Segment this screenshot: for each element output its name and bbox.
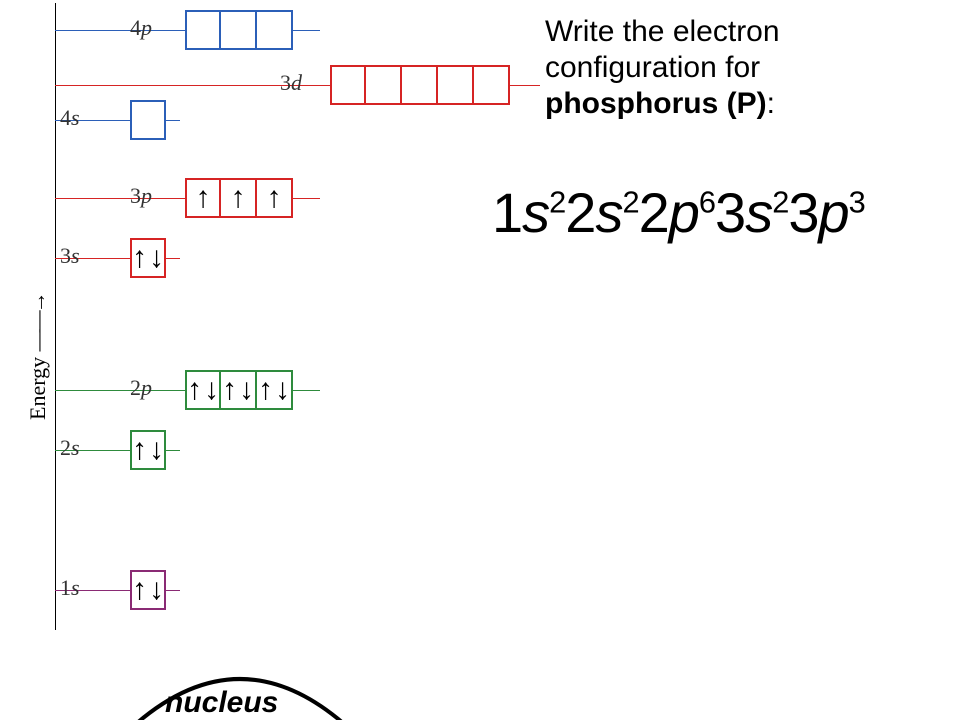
orbital-box-3d-0 — [330, 65, 366, 105]
spin-group: ↑↓ — [132, 432, 164, 468]
spin-up-icon: ↑ — [231, 183, 246, 213]
level-label-3s: 3s — [60, 243, 80, 269]
spin-group: ↑↓ — [221, 372, 255, 408]
nucleus-label: nucleus — [165, 686, 278, 720]
spin-group — [438, 67, 472, 103]
orbital-box-4p-0 — [185, 10, 221, 50]
spin-group: ↑ — [221, 180, 255, 216]
orbital-box-4p-2 — [257, 10, 293, 50]
spin-group: ↑↓ — [257, 372, 291, 408]
spin-down-icon: ↓ — [275, 375, 290, 405]
spin-up-icon: ↑ — [187, 375, 202, 405]
orbital-box-3d-2 — [402, 65, 438, 105]
spin-group — [221, 12, 255, 48]
spin-group: ↑↓ — [132, 240, 164, 276]
spin-group — [132, 102, 164, 138]
orbital-box-3p-1: ↑ — [221, 178, 257, 218]
level-label-2p: 2p — [130, 375, 152, 401]
orbital-box-3d-3 — [438, 65, 474, 105]
spin-group: ↑↓ — [187, 372, 219, 408]
spin-up-icon: ↑ — [132, 435, 147, 465]
spin-group — [474, 67, 508, 103]
spin-up-icon: ↑ — [258, 375, 273, 405]
prompt-text: Write the electronconfiguration forphosp… — [545, 14, 945, 122]
spin-up-icon: ↑ — [222, 375, 237, 405]
orbital-box-3p-2: ↑ — [257, 178, 293, 218]
spin-down-icon: ↓ — [149, 435, 164, 465]
orbital-box-4p-1 — [221, 10, 257, 50]
orbital-row-4p — [185, 10, 293, 50]
level-label-4p: 4p — [130, 15, 152, 41]
spin-group: ↑ — [187, 180, 219, 216]
orbital-box-2p-0: ↑↓ — [185, 370, 221, 410]
spin-up-icon: ↑ — [267, 183, 282, 213]
level-label-2s: 2s — [60, 435, 80, 461]
spin-group — [187, 12, 219, 48]
electron-configuration: 1s22s22p63s23p3 — [492, 180, 865, 245]
orbital-row-3s: ↑↓ — [130, 238, 166, 278]
orbital-row-2s: ↑↓ — [130, 430, 166, 470]
orbital-box-3p-0: ↑ — [185, 178, 221, 218]
prompt-line1: Write the electron — [545, 14, 945, 50]
prompt-line3: phosphorus (P): — [545, 86, 945, 122]
orbital-box-4s-0 — [130, 100, 166, 140]
spin-up-icon: ↑ — [196, 183, 211, 213]
orbital-box-3s-0: ↑↓ — [130, 238, 166, 278]
energy-axis — [55, 3, 56, 630]
orbital-row-3p: ↑ ↑ ↑ — [185, 178, 293, 218]
orbital-box-1s-0: ↑↓ — [130, 570, 166, 610]
spin-group — [332, 67, 364, 103]
spin-group — [366, 67, 400, 103]
spin-group: ↑↓ — [132, 572, 164, 608]
spin-group — [257, 12, 291, 48]
spin-up-icon: ↑ — [132, 575, 147, 605]
level-label-3d: 3d — [280, 70, 302, 96]
spin-group — [402, 67, 436, 103]
spin-group: ↑ — [257, 180, 291, 216]
diagram-stage: Energy ——→1s↑↓2s↑↓2p↑↓↑↓↑↓3s↑↓3p↑↑↑4s3d4… — [0, 0, 960, 720]
orbital-box-3d-1 — [366, 65, 402, 105]
spin-down-icon: ↓ — [204, 375, 219, 405]
level-label-4s: 4s — [60, 105, 80, 131]
orbital-box-2s-0: ↑↓ — [130, 430, 166, 470]
spin-down-icon: ↓ — [239, 375, 254, 405]
level-label-1s: 1s — [60, 575, 80, 601]
level-label-3p: 3p — [130, 183, 152, 209]
prompt-line2: configuration for — [545, 50, 945, 86]
orbital-row-1s: ↑↓ — [130, 570, 166, 610]
orbital-box-2p-2: ↑↓ — [257, 370, 293, 410]
orbital-row-4s — [130, 100, 166, 140]
orbital-row-3d — [330, 65, 510, 105]
orbital-row-2p: ↑↓↑↓↑↓ — [185, 370, 293, 410]
spin-up-icon: ↑ — [132, 243, 147, 273]
energy-axis-label: Energy ——→ — [25, 294, 51, 420]
spin-down-icon: ↓ — [149, 243, 164, 273]
orbital-box-3d-4 — [474, 65, 510, 105]
orbital-box-2p-1: ↑↓ — [221, 370, 257, 410]
spin-down-icon: ↓ — [149, 575, 164, 605]
